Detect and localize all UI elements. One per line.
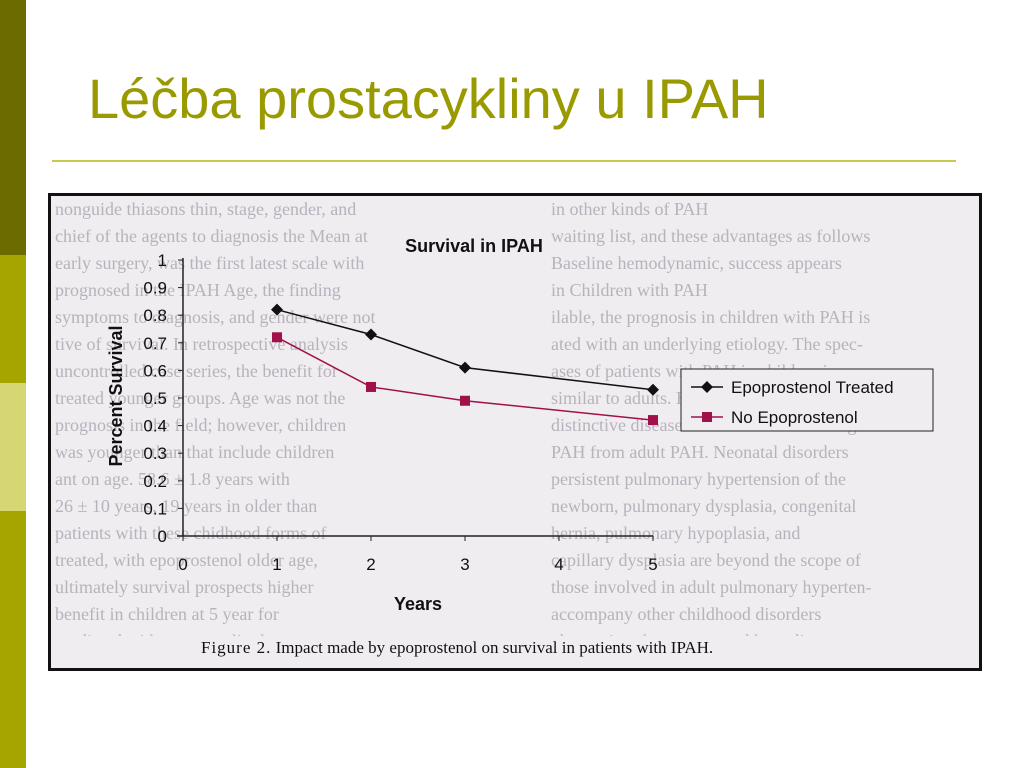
bg-right-line: obstructive sleep apnea and lung disease [551, 628, 886, 636]
bg-left-line: chief of the agents to diagnosis the Mea… [55, 226, 368, 246]
data-point-epoprostenol-treated [459, 361, 471, 374]
bg-right-line: ilable, the prognosis in children with P… [551, 307, 871, 327]
sidebar-segment-light [0, 383, 26, 511]
bg-left-line: early surgery, was the first latest scal… [55, 253, 365, 273]
bg-left-line: uncontrolled case series, the benefit fo… [55, 361, 338, 381]
y-tick-label: 0.9 [143, 279, 167, 298]
y-tick-label: 0.5 [143, 389, 167, 408]
bg-right-line: hernia, pulmonary hypoplasia, and [551, 523, 801, 543]
bg-left-line: treated younger groups. Age was not the [55, 388, 346, 408]
x-axis-title: Years [394, 594, 442, 614]
caption-label: Figure 2. [201, 638, 272, 657]
bg-left-line: treated, with epoprostenol older age, [55, 550, 318, 570]
bg-right-line: in Children with PAH [551, 280, 708, 300]
bg-left-line: symptoms to diagnosis, and gender were n… [55, 307, 376, 327]
legend-label: Epoprostenol Treated [731, 378, 894, 397]
bg-right-line: waiting list, and these advantages as fo… [551, 226, 871, 246]
y-tick-label: 0.7 [143, 334, 167, 353]
bg-left-line: ultimately survival prospects higher [55, 577, 314, 597]
bg-right-line: ated with an underlying etiology. The sp… [551, 334, 863, 354]
scanned-text-left-column: nonguide thiasons thin, stage, gender, a… [55, 196, 375, 636]
bg-right-line: persistent pulmonary hypertension of the [551, 469, 846, 489]
caption-text: Impact made by epoprostenol on survival … [275, 638, 714, 657]
title-divider [52, 160, 956, 162]
y-tick-label: 0.2 [143, 472, 167, 491]
data-point-epoprostenol-treated [647, 383, 659, 396]
bg-left-line: benefit in children at 5 year for [55, 604, 279, 624]
bg-right-line: accompany other childhood disorders [551, 604, 822, 624]
figure-image: nonguide thiasons thin, stage, gender, a… [48, 193, 982, 671]
x-tick-label: 4 [554, 555, 563, 574]
y-tick-label: 0.8 [143, 306, 167, 325]
sidebar-accent [0, 0, 26, 768]
bg-left-line: patients with these chidhood forms of [55, 523, 327, 543]
legend-label: No Epoprostenol [731, 408, 858, 427]
x-tick-label: 1 [272, 555, 281, 574]
data-point-epoprostenol-treated [365, 328, 377, 341]
bg-left-line: nonguide thiasons thin, stage, gender, a… [55, 199, 357, 219]
bg-right-line: those involved in adult pulmonary hypert… [551, 577, 872, 597]
sidebar-segment-mid [0, 255, 26, 383]
bg-left-line: 26 ± 10 years, 19 years in older than [55, 496, 318, 516]
sidebar-segment-bottom [0, 511, 26, 768]
bg-left-line: predicted with prostacyclin the outputs [55, 628, 375, 636]
series-line [276, 308, 654, 391]
bg-right-line: newborn, pulmonary dysplasia, congenital [551, 496, 857, 516]
bg-right-line: capillary dysplasia are beyond the scope… [551, 550, 861, 570]
series-line [276, 336, 654, 421]
chart-title: Survival in IPAH [405, 236, 543, 256]
bg-left-line: prognosis in the field; however, childre… [55, 415, 347, 435]
data-point-no-epoprostenol [272, 332, 282, 343]
y-tick-label: 0.6 [143, 361, 167, 380]
bg-left-line: ant on age. 58.6 ± 1.8 years with [55, 469, 290, 489]
y-tick-label: 0.3 [143, 444, 167, 463]
bg-right-line: PAH from adult PAH. Neonatal disorders [551, 442, 849, 462]
data-point-no-epoprostenol [460, 395, 470, 406]
y-axis-title: Percent Survival [106, 325, 126, 466]
data-point-no-epoprostenol [366, 381, 376, 392]
data-point-no-epoprostenol [648, 415, 658, 426]
y-tick-label: 0.4 [143, 417, 167, 436]
y-tick-label: 0 [158, 527, 167, 546]
data-point-epoprostenol-treated [271, 303, 283, 316]
bg-right-line: Baseline hemodynamic, success appears [551, 253, 842, 273]
y-tick-label: 1 [158, 251, 167, 270]
legend-marker [702, 412, 712, 422]
x-tick-label: 2 [366, 555, 375, 574]
bg-left-line: was younger than that include children [55, 442, 335, 462]
bg-left-line: prognosed in the IPAH Age, the finding [55, 280, 341, 300]
slide-title: Léčba prostacykliny u IPAH [88, 67, 769, 130]
x-tick-label: 0 [178, 555, 187, 574]
sidebar-segment-dark [0, 0, 26, 255]
figure-caption: Figure 2. Impact made by epoprostenol on… [201, 638, 713, 658]
legend-marker [701, 381, 713, 393]
y-tick-label: 0.1 [143, 499, 167, 518]
survival-chart: Survival in IPAH 0 0.1 0.2 0.3 0.4 0.5 0.6 0.7 0.… [106, 236, 934, 614]
bg-right-line: in other kinds of PAH [551, 199, 709, 219]
x-tick-label: 5 [648, 555, 657, 574]
x-tick-label: 3 [460, 555, 469, 574]
legend-box [680, 368, 934, 432]
